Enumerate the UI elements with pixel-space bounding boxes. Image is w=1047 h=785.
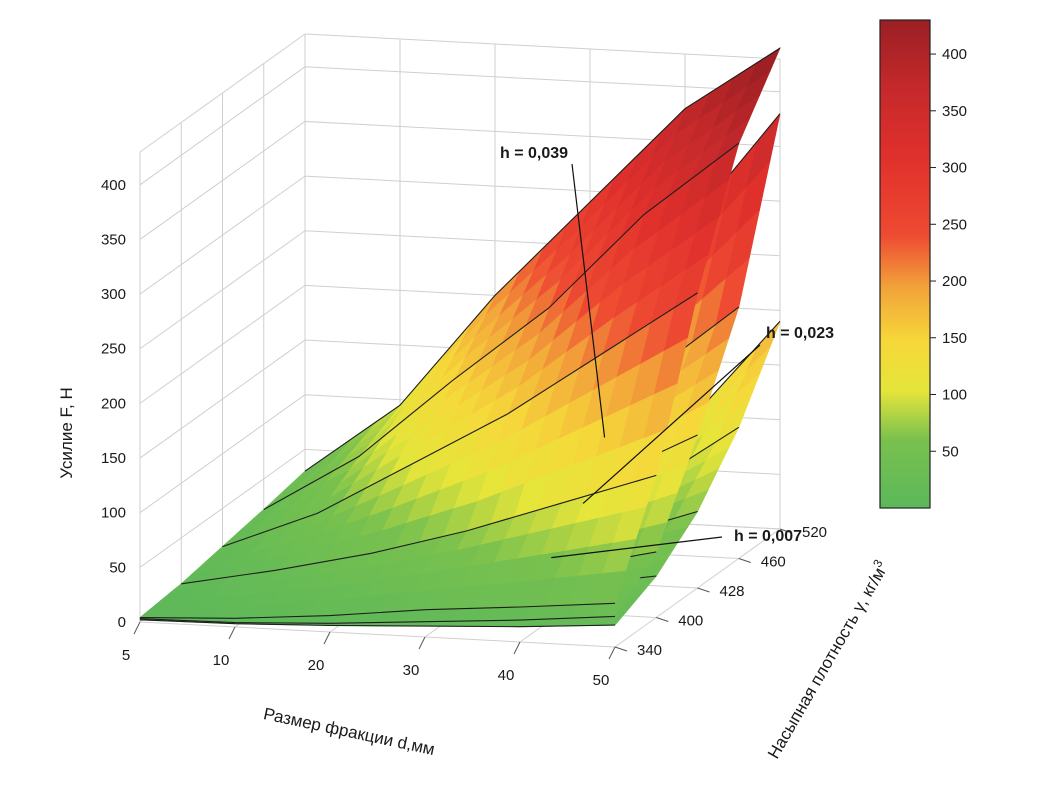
x-tick-mark [228, 626, 236, 640]
x-tick-label: 30 [403, 662, 420, 679]
annotation-layer: h = 0,007 h = 0,023 h = 0,039 [500, 145, 834, 559]
y-tick-label: 520 [802, 524, 827, 541]
x-tick-label: 50 [593, 672, 610, 689]
x-tick-mark [418, 636, 426, 650]
x-tick-mark [323, 631, 331, 645]
x-tick-label: 40 [498, 667, 515, 684]
z-tick-label: 100 [101, 505, 126, 522]
grid-line [139, 66, 781, 186]
y-tick-mark [656, 617, 669, 622]
mesh-line [222, 292, 698, 548]
surface-3 [138, 47, 781, 619]
z-tick-label: 350 [101, 231, 126, 248]
colorbar-tick-label: 150 [942, 330, 967, 347]
z-tick-label: 50 [109, 559, 126, 576]
mesh-line [263, 142, 740, 510]
x-tick-mark [513, 641, 521, 655]
colorbar-tick-label: 200 [942, 273, 967, 290]
y-tick-label: 428 [720, 583, 745, 600]
z-tick-label: 0 [118, 614, 126, 631]
y-tick-mark [779, 528, 793, 534]
y-tick-mark [697, 587, 710, 593]
x-tick-mark [608, 646, 616, 660]
x-tick-mark [133, 621, 141, 635]
colorbar-tick-label: 250 [942, 216, 967, 233]
colorbar-tick-label: 300 [942, 160, 967, 177]
z-tick-label: 150 [101, 450, 126, 467]
y-tick-label: 460 [761, 554, 786, 571]
colorbar-tick-label: 350 [942, 103, 967, 120]
grid-line [304, 33, 781, 60]
y-tick-mark [738, 558, 751, 563]
colorbar-tick-label: 400 [942, 46, 967, 63]
x-tick-label: 10 [213, 652, 230, 669]
annotation-leader [582, 344, 761, 504]
y-axis-title: Насыпная плотность γ, кг/м3 [761, 557, 892, 762]
y-tick-mark [614, 646, 628, 652]
x-tick-label: 5 [122, 647, 130, 664]
mesh-line [139, 615, 616, 624]
z-tick-label: 250 [101, 341, 126, 358]
colorbar-gradient [879, 19, 931, 509]
colorbar-tick-label: 100 [942, 387, 967, 404]
annotation-leader [551, 536, 723, 559]
x-tick-label: 20 [308, 657, 325, 674]
z-tick-label: 200 [101, 395, 126, 412]
annotation-label: h = 0,007 [734, 528, 802, 545]
colorbar-tick-label: 50 [942, 443, 959, 460]
y-tick-label: 340 [637, 642, 662, 659]
mesh-line [139, 602, 616, 619]
grid-line [139, 120, 781, 240]
z-tick-label: 300 [101, 286, 126, 303]
mesh-line [304, 47, 781, 472]
annotation-label: h = 0,039 [500, 145, 568, 162]
mesh-line [181, 474, 657, 585]
y-tick-label: 400 [678, 613, 703, 630]
z-axis-title: Усилие F, Н [57, 387, 76, 478]
grid-line [139, 33, 306, 153]
annotation-leader [571, 163, 606, 438]
mesh-line [139, 619, 616, 628]
surface-layer [138, 47, 781, 628]
axis-layer: 0 50 100 150 200 250 300 350 400 5 10 20 30 40 50 340 40… [101, 177, 827, 689]
annotation-label: h = 0,023 [766, 325, 834, 342]
x-axis-title: Размер фракции d,мм [262, 704, 437, 759]
z-tick-label: 400 [101, 177, 126, 194]
grid-line [139, 621, 616, 648]
y-axis-title-main: Насыпная плотность γ, кг/м [764, 564, 889, 762]
colorbar: 50 100 150 200 250 300 350 400 [879, 19, 967, 509]
